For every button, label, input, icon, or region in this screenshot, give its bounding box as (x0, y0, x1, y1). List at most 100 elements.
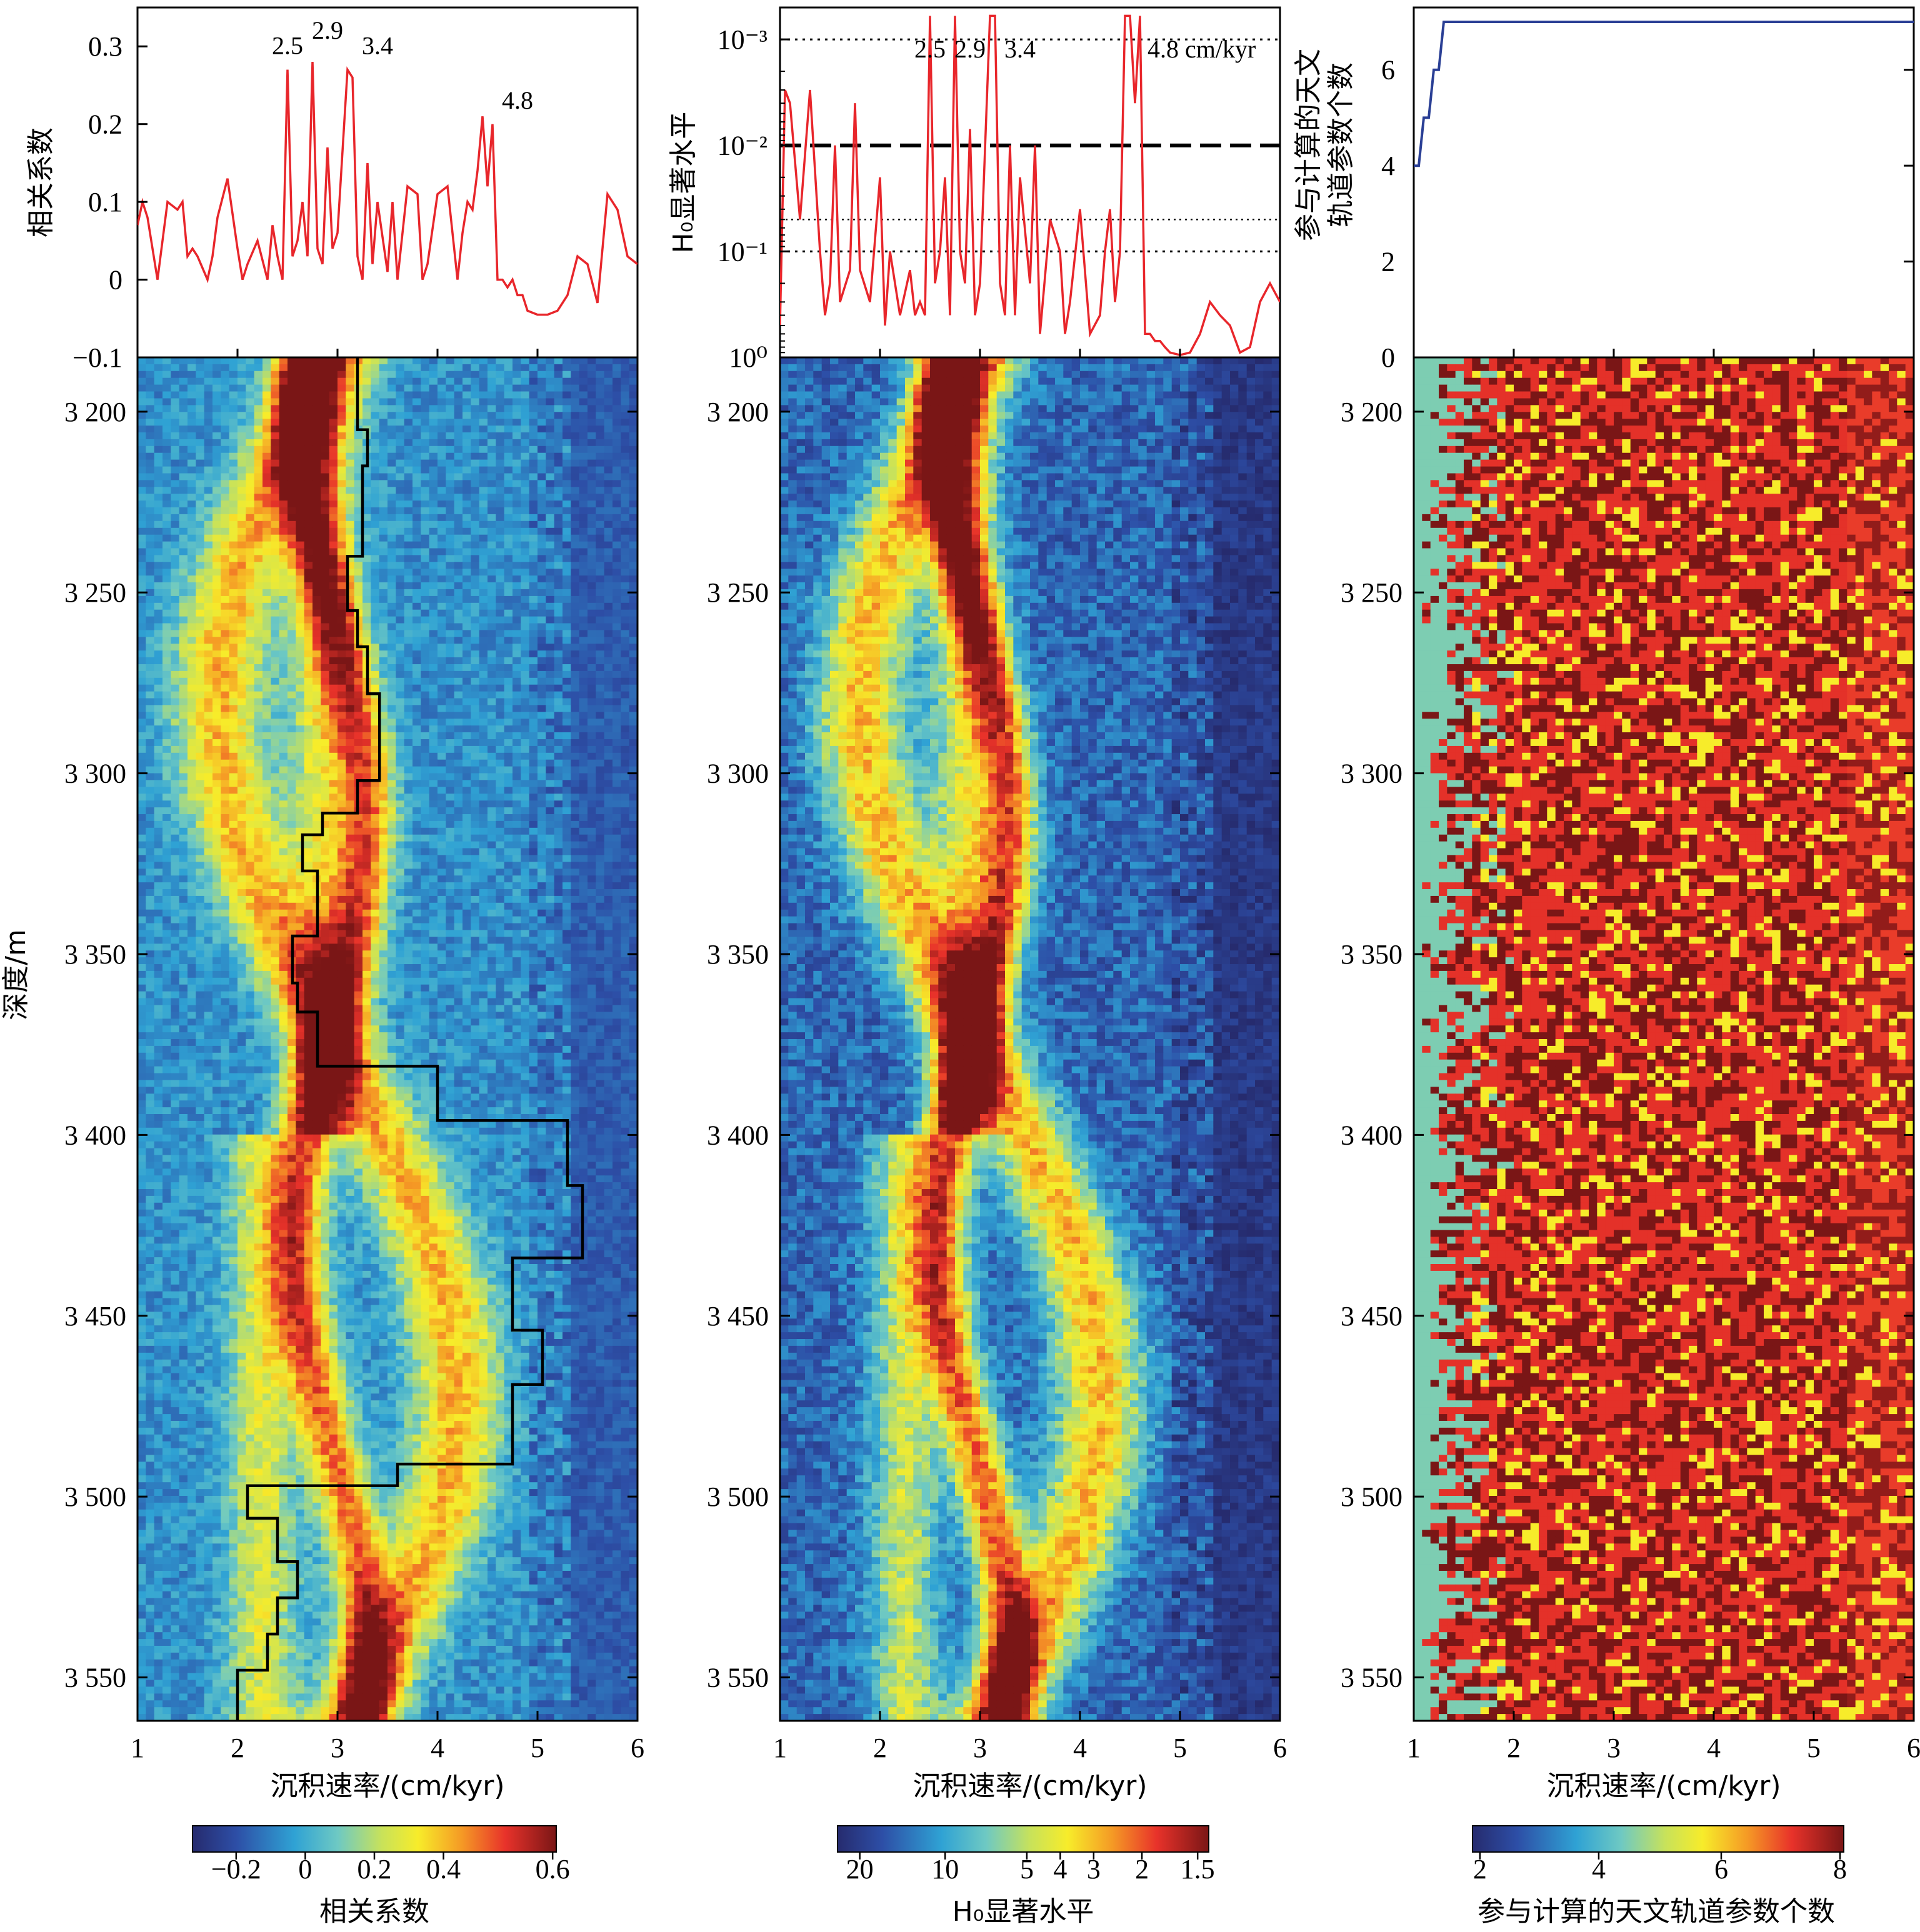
heatmap-cell (488, 869, 496, 876)
heatmap-cell (488, 739, 496, 747)
heatmap-cell (329, 834, 338, 842)
heatmap-cell (504, 548, 513, 555)
heatmap-cell (296, 732, 305, 740)
heatmap-cell (179, 664, 188, 672)
heatmap-cell (338, 657, 346, 665)
heatmap-cell (454, 725, 463, 733)
heatmap-cell (421, 794, 430, 801)
heatmap-cell (429, 630, 438, 637)
heatmap-cell (354, 725, 363, 733)
heatmap-cell (354, 487, 363, 494)
heatmap-cell (396, 391, 405, 399)
heatmap-cell (612, 371, 621, 379)
heatmap-cell (338, 405, 346, 412)
heatmap-cell (371, 773, 380, 780)
heatmap-cell (421, 855, 430, 862)
heatmap-cell (362, 357, 371, 365)
heatmap-cell (262, 902, 271, 910)
heatmap-cell (146, 466, 155, 474)
heatmap-cell (246, 644, 255, 651)
heatmap-cell (154, 841, 163, 849)
heatmap-cell (496, 507, 505, 515)
heatmap-cell (412, 705, 421, 712)
heatmap-cell (312, 834, 321, 842)
heatmap-cell (504, 595, 513, 604)
heatmap-cell (546, 616, 555, 624)
heatmap-cell (321, 412, 330, 419)
heatmap-cell (346, 446, 355, 454)
heatmap-cell (262, 895, 271, 904)
heatmap-cell (396, 834, 405, 842)
heatmap-cell (229, 657, 238, 665)
heatmap-cell (604, 773, 613, 780)
heatmap-cell (312, 691, 321, 699)
heatmap-cell (246, 412, 255, 419)
heatmap-cell (538, 514, 546, 522)
heatmap-cell (571, 595, 580, 604)
heatmap-cell (304, 541, 313, 549)
heatmap-cell (254, 712, 263, 719)
heatmap-cell (271, 541, 280, 549)
heatmap-cell (521, 439, 530, 447)
heatmap-cell (371, 371, 380, 379)
heatmap-cell (362, 895, 371, 904)
heatmap-cell (588, 855, 596, 862)
heatmap-cell (254, 909, 263, 917)
heatmap-cell (362, 732, 371, 740)
heatmap-cell (521, 862, 530, 869)
heatmap-cell (379, 882, 388, 890)
heatmap-cell (154, 882, 163, 890)
heatmap-cell (421, 827, 430, 835)
heatmap-cell (496, 527, 505, 535)
heatmap-cell (388, 869, 396, 876)
heatmap-cell (329, 562, 338, 569)
heatmap-cell (604, 426, 613, 433)
heatmap-cell (354, 500, 363, 508)
heatmap-cell (362, 541, 371, 549)
heatmap-cell (229, 807, 238, 815)
heatmap-cell (538, 644, 546, 651)
heatmap-cell (221, 827, 230, 835)
heatmap-cell (346, 595, 355, 604)
heatmap-cell (471, 800, 480, 808)
heatmap-cell (204, 807, 213, 815)
heatmap-cell (179, 405, 188, 412)
heatmap-cell (262, 405, 271, 412)
heatmap-cell (554, 739, 563, 747)
heatmap-cell (571, 541, 580, 549)
heatmap-cell (321, 616, 330, 624)
heatmap-cell (446, 705, 455, 712)
heatmap-cell (512, 780, 521, 787)
heatmap-cell (288, 595, 296, 604)
heatmap-cell (262, 426, 271, 433)
heatmap-cell (504, 562, 513, 569)
heatmap-cell (362, 609, 371, 617)
heatmap-cell (412, 650, 421, 658)
heatmap-cell (538, 384, 546, 392)
heatmap-cell (579, 855, 588, 862)
heatmap-cell (138, 384, 146, 392)
heatmap-cell (296, 507, 305, 515)
heatmap-cell (471, 548, 480, 555)
heatmap-cell (554, 794, 563, 801)
heatmap-cell (496, 412, 505, 419)
heatmap-cell (446, 895, 455, 904)
heatmap-cell (488, 364, 496, 372)
heatmap-cell (396, 412, 405, 419)
heatmap-cell (171, 609, 180, 617)
heatmap-cell (488, 909, 496, 917)
heatmap-cell (579, 391, 588, 399)
heatmap-cell (621, 527, 630, 535)
h0-series-line (780, 14, 1280, 357)
heatmap-cell (254, 466, 263, 474)
heatmap-cell (479, 780, 488, 787)
heatmap-cell (562, 473, 571, 481)
heatmap-cell (454, 534, 463, 542)
heatmap-cell (279, 739, 288, 747)
heatmap-cell (488, 841, 496, 849)
heatmap-cell (421, 609, 430, 617)
heatmap-cell (321, 602, 330, 610)
heatmap-cell (412, 446, 421, 454)
heatmap-cell (304, 739, 313, 747)
heatmap-cell (171, 684, 180, 692)
